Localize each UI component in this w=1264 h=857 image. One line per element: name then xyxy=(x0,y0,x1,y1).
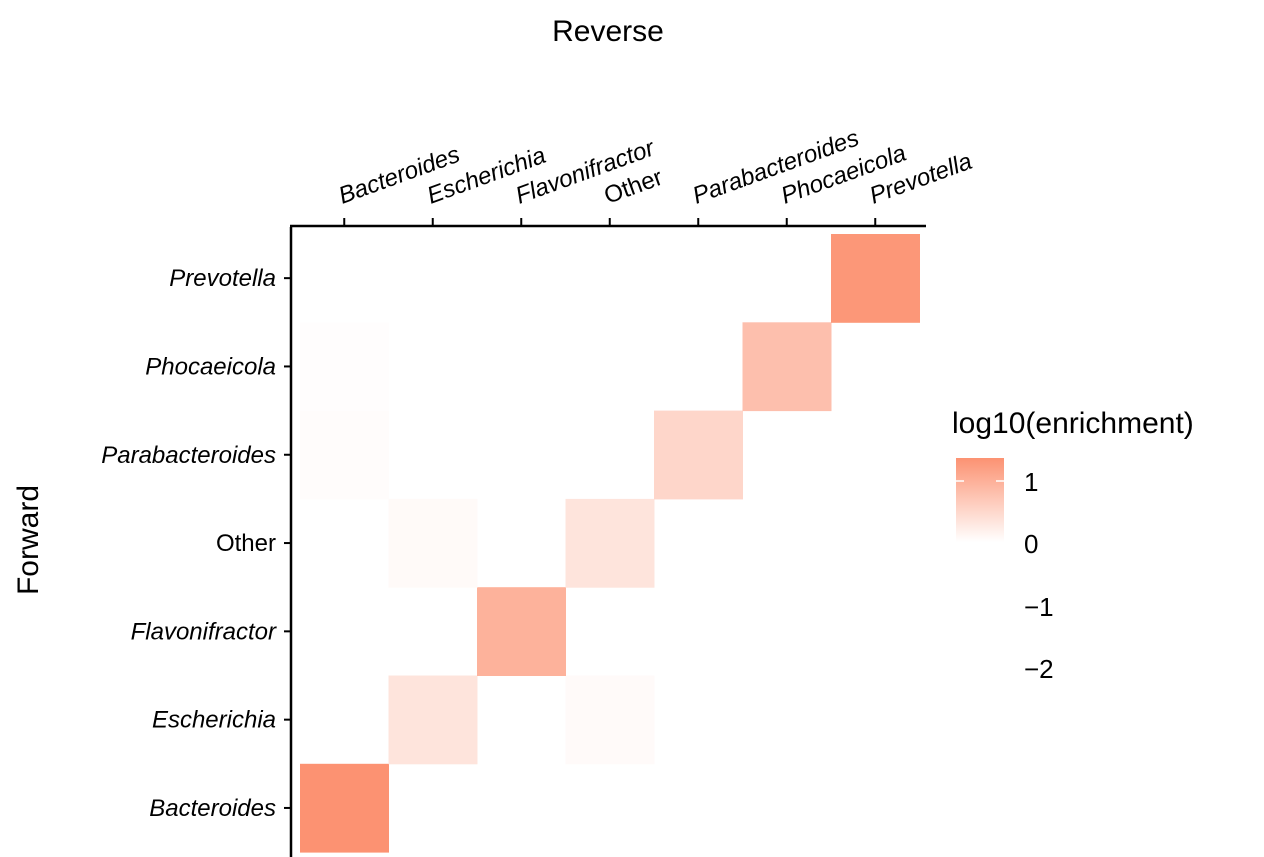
y-tick-label: Other xyxy=(216,530,276,557)
heatmap-cell xyxy=(831,234,920,323)
legend-tick-label: −2 xyxy=(1024,654,1054,684)
legend-tick-label: −1 xyxy=(1024,592,1054,622)
legend-labels: 1 0 −1 −2 xyxy=(1024,467,1054,684)
y-tick-label: Prevotella xyxy=(169,265,276,292)
y-tick-label: Parabacteroides xyxy=(101,442,276,469)
heatmap-cell xyxy=(477,587,566,676)
heatmap-cell xyxy=(300,410,389,500)
x-axis-title: Reverse xyxy=(552,15,664,48)
legend-tick-label: 0 xyxy=(1024,529,1038,559)
heatmap-cell xyxy=(565,498,655,588)
heatmap-cell xyxy=(388,498,478,588)
y-tick-label: Escherichia xyxy=(152,707,276,734)
heatmap-cell xyxy=(300,763,389,853)
heatmap-cell xyxy=(742,322,832,412)
heatmap-cells xyxy=(300,234,920,853)
y-axis-ticks: Bacteroides Escherichia Flavonifractor Othe… xyxy=(101,265,291,822)
heatmap-cell xyxy=(300,322,389,412)
y-axis-title: Forward xyxy=(12,485,45,595)
legend-colorbar xyxy=(956,458,1004,542)
y-tick-label: Phocaeicola xyxy=(145,353,276,380)
heatmap-cell xyxy=(388,675,478,765)
heatmap-cell xyxy=(654,410,743,500)
legend-tick-label: 1 xyxy=(1024,467,1038,497)
legend: log10(enrichment) 1 0 −1 −2 xyxy=(952,407,1194,684)
x-axis-ticks: BacteroidesEscherichiaFlavonifractorOthe… xyxy=(335,124,976,226)
heatmap-cell xyxy=(565,675,655,765)
legend-title: log10(enrichment) xyxy=(952,407,1194,440)
y-tick-label: Flavonifractor xyxy=(131,618,277,645)
y-tick-label: Bacteroides xyxy=(149,795,276,822)
